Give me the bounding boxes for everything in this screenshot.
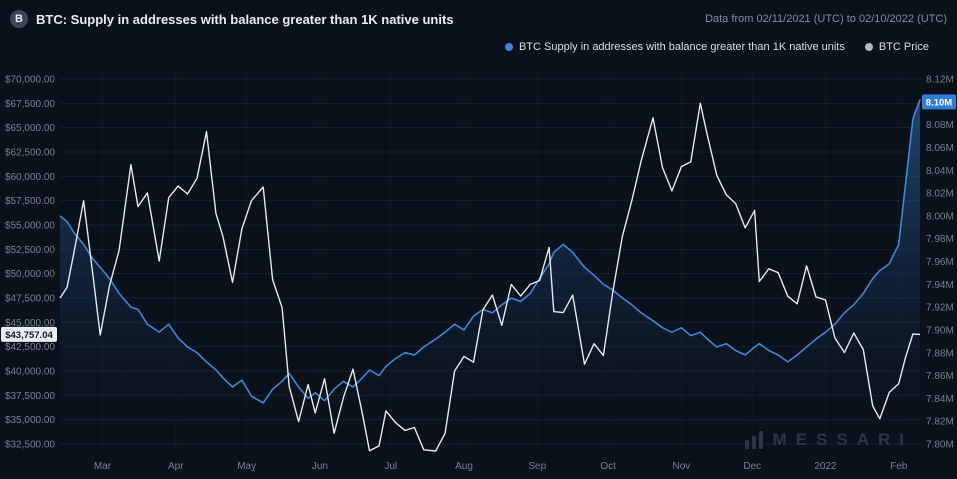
title-wrap: B BTC: Supply in addresses with balance … — [10, 10, 454, 28]
chart-area[interactable]: $70,000.00 $67,500.00 $65,000.00 $62,500.00… — [0, 59, 957, 479]
svg-text:7.86M: 7.86M — [926, 371, 954, 382]
svg-text:$67,500.00: $67,500.00 — [5, 99, 55, 110]
svg-text:Sep: Sep — [528, 461, 546, 472]
svg-text:$47,500.00: $47,500.00 — [5, 294, 55, 305]
legend-item-supply[interactable]: BTC Supply in addresses with balance gre… — [504, 41, 845, 53]
svg-text:$40,000.00: $40,000.00 — [5, 367, 55, 378]
svg-text:7.80M: 7.80M — [926, 440, 954, 451]
x-axis-labels: Mar Apr May Jun Jul Aug Sep Oct Nov Dec 2022 Feb — [94, 461, 908, 472]
chart-svg[interactable]: $70,000.00 $67,500.00 $65,000.00 $62,500.00… — [0, 59, 957, 479]
legend-item-price[interactable]: BTC Price — [864, 41, 929, 53]
svg-text:$70,000.00: $70,000.00 — [5, 75, 55, 86]
svg-text:$42,500.00: $42,500.00 — [5, 342, 55, 353]
svg-text:2022: 2022 — [814, 461, 837, 472]
price-series-label: BTC Price — [878, 41, 929, 53]
svg-text:May: May — [237, 461, 256, 472]
svg-text:$52,500.00: $52,500.00 — [5, 245, 55, 256]
supply-series-label: BTC Supply in addresses with balance gre… — [518, 41, 845, 53]
date-range-label: Data from 02/11/2021 (UTC) to 02/10/2022… — [705, 13, 947, 25]
supply-series-dot — [504, 43, 513, 51]
svg-text:$55,000.00: $55,000.00 — [5, 221, 55, 232]
svg-text:8.10M: 8.10M — [926, 97, 952, 108]
svg-text:$62,500.00: $62,500.00 — [5, 148, 55, 159]
svg-text:7.90M: 7.90M — [926, 325, 954, 336]
svg-text:$57,500.00: $57,500.00 — [5, 196, 55, 207]
price-line[interactable] — [59, 102, 921, 452]
chart-header: B BTC: Supply in addresses with balance … — [0, 0, 957, 31]
svg-text:$37,500.00: $37,500.00 — [5, 391, 55, 402]
legend: BTC Supply in addresses with balance gre… — [0, 31, 957, 55]
svg-text:$45,000.00: $45,000.00 — [5, 318, 55, 329]
svg-text:$32,500.00: $32,500.00 — [5, 440, 55, 451]
svg-text:8.02M: 8.02M — [926, 189, 954, 200]
svg-text:$50,000.00: $50,000.00 — [5, 269, 55, 280]
current-supply-badge: 8.10M — [922, 94, 956, 110]
messari-watermark-text: MESSARI — [772, 430, 913, 449]
svg-text:8.00M: 8.00M — [926, 211, 954, 222]
svg-text:Jun: Jun — [312, 461, 328, 472]
page-title: BTC: Supply in addresses with balance gr… — [36, 11, 454, 27]
right-axis-labels: 8.12M 8.10M 8.08M 8.06M 8.04M 8.02M 8.00M 7.98M… — [926, 75, 954, 451]
supply-area — [60, 99, 920, 451]
svg-text:$65,000.00: $65,000.00 — [5, 123, 55, 134]
current-price-badge: $43,757.04 — [1, 326, 57, 342]
messari-watermark: MESSARI — [744, 430, 913, 450]
svg-text:7.96M: 7.96M — [926, 257, 954, 268]
svg-text:7.84M: 7.84M — [926, 394, 954, 405]
btc-asset-icon-letter: B — [15, 13, 23, 25]
svg-text:8.12M: 8.12M — [926, 75, 954, 86]
svg-text:$60,000.00: $60,000.00 — [5, 172, 55, 183]
supply-line[interactable] — [59, 99, 921, 404]
svg-text:Feb: Feb — [890, 461, 908, 472]
svg-text:8.06M: 8.06M — [926, 143, 954, 154]
svg-text:Mar: Mar — [94, 461, 112, 472]
btc-asset-icon: B — [10, 10, 28, 28]
svg-text:7.94M: 7.94M — [926, 280, 954, 291]
svg-text:7.82M: 7.82M — [926, 417, 954, 428]
svg-text:Nov: Nov — [672, 461, 690, 472]
left-axis-labels: $70,000.00 $67,500.00 $65,000.00 $62,500.00… — [5, 75, 55, 451]
svg-text:Jul: Jul — [384, 461, 397, 472]
svg-text:Oct: Oct — [600, 461, 616, 472]
svg-text:$43,757.04: $43,757.04 — [5, 330, 53, 341]
svg-text:$35,000.00: $35,000.00 — [5, 415, 55, 426]
messari-logo-icon — [744, 431, 763, 449]
svg-text:7.88M: 7.88M — [926, 348, 954, 359]
svg-text:Dec: Dec — [743, 461, 761, 472]
svg-text:7.98M: 7.98M — [926, 234, 954, 245]
price-series-dot — [864, 43, 873, 51]
svg-text:8.08M: 8.08M — [926, 120, 954, 131]
svg-text:Apr: Apr — [168, 461, 184, 472]
svg-text:7.92M: 7.92M — [926, 303, 954, 314]
svg-text:8.04M: 8.04M — [926, 166, 954, 177]
svg-text:Aug: Aug — [455, 461, 473, 472]
